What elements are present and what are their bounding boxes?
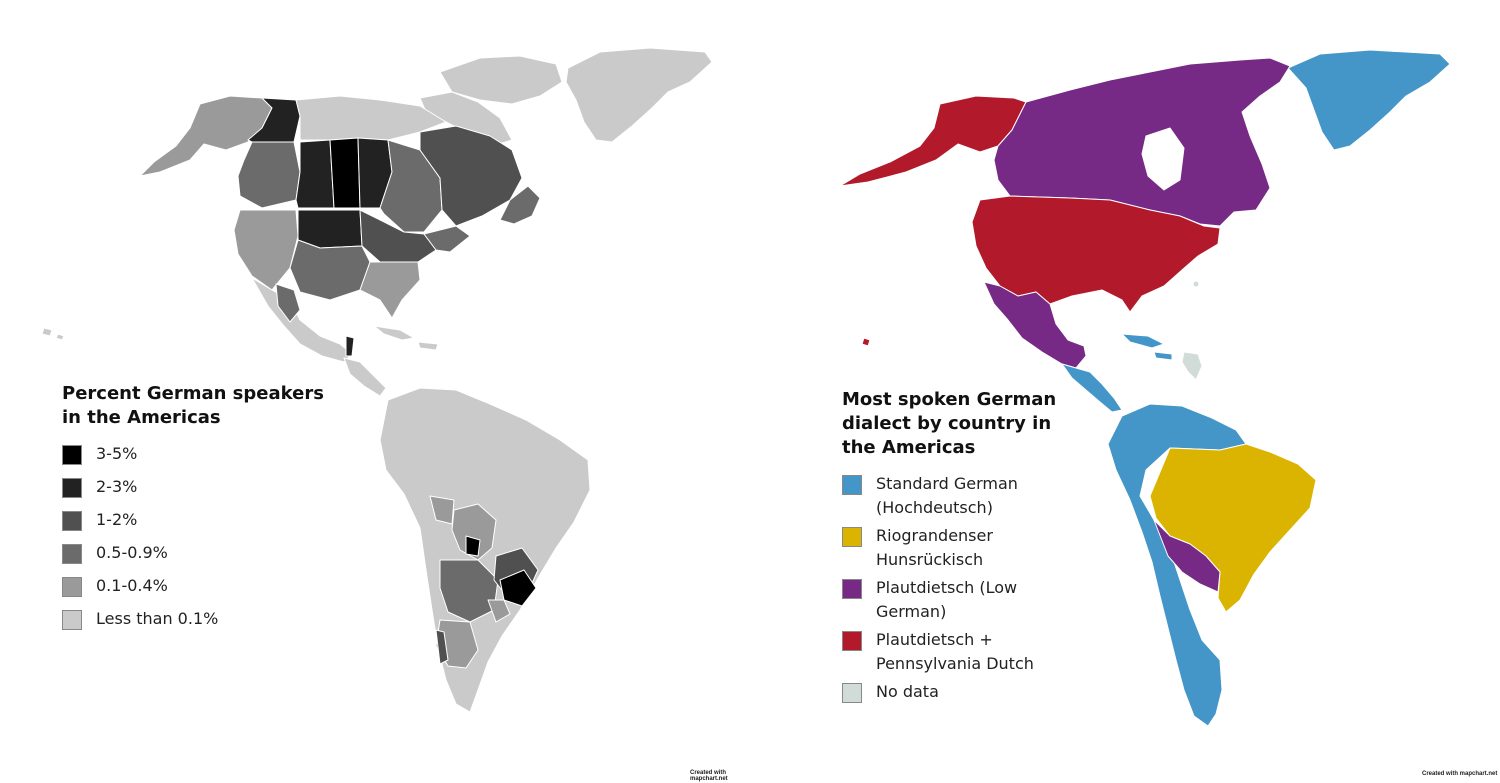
left-legend-label: Less than 0.1%: [96, 609, 219, 628]
right-legend-swatch: [842, 631, 862, 651]
left-legend-label: 3-5%: [96, 444, 138, 463]
left-legend-title: Percent German speakers in the Americas: [62, 383, 324, 428]
right-legend-swatch: [842, 527, 862, 547]
left-legend-label: 2-3%: [96, 477, 138, 496]
left-legend-item: Less than 0.1%: [62, 609, 332, 642]
right-legend-title: Most spoken German dialect by country in…: [842, 389, 1057, 458]
region-us-midwest[interactable]: [359, 209, 437, 263]
left-legend-label: 0.5-0.9%: [96, 543, 168, 562]
left-legend-item: 0.5-0.9%: [62, 543, 332, 576]
region-bermuda[interactable]: [1192, 280, 1200, 288]
left-credit: Created with mapchart.net: [690, 770, 728, 782]
region-central-america[interactable]: [1061, 363, 1123, 413]
right-legend-swatch: [842, 579, 862, 599]
region-hawaii[interactable]: [41, 327, 65, 341]
region-nunavut[interactable]: [295, 95, 447, 141]
region-quebec[interactable]: [419, 125, 523, 227]
left-legend-swatch: [62, 577, 82, 597]
hudson-bay: [1141, 127, 1185, 191]
region-lesser-antilles[interactable]: [1181, 351, 1203, 381]
right-legend-item: Riograndenser Hunsrückisch: [842, 526, 1076, 578]
left-legend-item: 0.1-0.4%: [62, 576, 332, 609]
left-legend-swatch: [62, 610, 82, 630]
region-greenland[interactable]: [565, 47, 713, 143]
region-us-northeast[interactable]: [423, 225, 471, 253]
region-greenland[interactable]: [1287, 49, 1451, 151]
region-caribbean[interactable]: [1121, 333, 1173, 361]
left-legend-item: 1-2%: [62, 510, 332, 543]
region-us-southeast[interactable]: [359, 261, 421, 319]
left-legend-item: 2-3%: [62, 477, 332, 510]
region-argentina-north[interactable]: [439, 559, 499, 623]
region-atlantic-canada[interactable]: [499, 185, 541, 225]
left-legend-swatch: [62, 511, 82, 531]
region-us-west[interactable]: [233, 209, 299, 291]
region-canada[interactable]: [993, 57, 1291, 227]
region-uruguay[interactable]: [487, 599, 511, 623]
region-alberta[interactable]: [295, 139, 335, 209]
region-central-america[interactable]: [343, 357, 387, 397]
right-legend-item: Plautdietsch + Pennsylvania Dutch: [842, 630, 1076, 682]
region-arctic-islands[interactable]: [439, 55, 563, 105]
right-legend-label: Riograndenser Hunsrückisch: [876, 526, 993, 569]
left-legend-list: 3-5% 2-3% 1-2% 0.5-0.9% 0.1-0.4% Less than 0.…: [62, 444, 332, 642]
left-legend-swatch: [62, 445, 82, 465]
region-saskatchewan[interactable]: [329, 137, 361, 209]
right-legend-label: Plautdietsch + Pennsylvania Dutch: [876, 630, 1034, 673]
region-caribbean[interactable]: [373, 325, 439, 351]
region-british-columbia[interactable]: [237, 141, 301, 209]
right-map-panel: Most spoken German dialect by country in…: [750, 0, 1500, 783]
right-legend: Most spoken German dialect by country in…: [842, 388, 1076, 716]
right-legend-item: Plautdietsch (Low German): [842, 578, 1076, 630]
region-bolivia-east[interactable]: [429, 495, 455, 525]
right-credit: Created with mapchart.net: [1422, 771, 1498, 777]
right-legend-item: No data: [842, 682, 1076, 716]
region-us-south-central[interactable]: [289, 239, 371, 301]
right-legend-label: Standard German (Hochdeutsch): [876, 474, 1018, 517]
left-legend-swatch: [62, 478, 82, 498]
right-legend-swatch: [842, 683, 862, 703]
right-legend-list: Standard German (Hochdeutsch) Riograndens…: [842, 474, 1076, 716]
region-paraguay[interactable]: [451, 503, 497, 561]
right-legend-swatch: [842, 475, 862, 495]
region-hawaii[interactable]: [861, 337, 871, 347]
region-us-plains[interactable]: [297, 209, 363, 249]
left-legend-label: 0.1-0.4%: [96, 576, 168, 595]
region-chile-south[interactable]: [435, 629, 449, 665]
left-legend: Percent German speakers in the Americas …: [62, 382, 332, 642]
region-belize[interactable]: [345, 335, 355, 357]
german-dialect-map: [839, 49, 1451, 727]
left-legend-item: 3-5%: [62, 444, 332, 477]
left-legend-label: 1-2%: [96, 510, 138, 529]
region-south-america-west[interactable]: [1107, 403, 1247, 727]
right-legend-label: No data: [876, 682, 939, 701]
left-legend-swatch: [62, 544, 82, 564]
right-legend-label: Plautdietsch (Low German): [876, 578, 1018, 621]
region-bolivia-paraguay[interactable]: [1153, 519, 1221, 593]
region-mexico-chihuahua[interactable]: [275, 283, 301, 323]
region-rio-grande-do-sul[interactable]: [499, 569, 537, 607]
region-mexico[interactable]: [983, 281, 1087, 369]
left-map-panel: Percent German speakers in the Americas …: [41, 47, 728, 782]
region-alaska[interactable]: [839, 95, 1027, 187]
germans-percent-map: [41, 47, 713, 713]
region-paraguay-chaco[interactable]: [465, 535, 481, 557]
right-legend-item: Standard German (Hochdeutsch): [842, 474, 1076, 526]
